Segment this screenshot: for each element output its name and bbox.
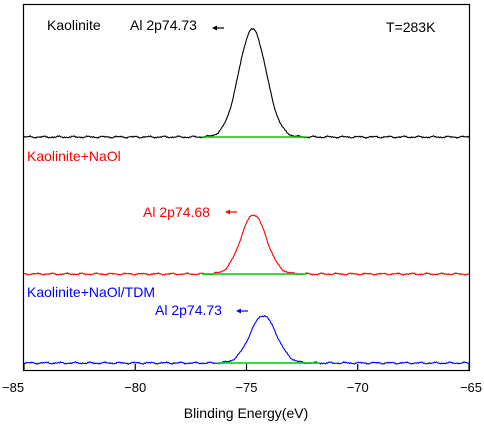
x-tick-label: −65 [460, 380, 482, 395]
x-tick-label: −80 [124, 380, 146, 395]
series-label-kaolinite-naol-tdm: Kaolinite+NaOl/TDM [27, 284, 155, 300]
series-label-kaolinite: Kaolinite [47, 17, 101, 33]
peak-arrow-kaolinite-naol [225, 209, 237, 215]
x-tick-label: −70 [347, 380, 369, 395]
x-tick-label: −85 [2, 380, 24, 395]
temperature-label: T=283K [386, 19, 436, 35]
series-line-kaolinite [23, 27, 470, 140]
series-line-kaolinite-naol-tdm [23, 314, 470, 366]
peak-label-kaolinite: Al 2p74.73 [130, 17, 197, 33]
series-line-kaolinite-naol [23, 214, 470, 277]
peak-label-kaolinite-naol-tdm: Al 2p74.73 [155, 302, 222, 318]
peak-label-kaolinite-naol: Al 2p74.68 [143, 204, 210, 220]
peak-arrow-kaolinite-naol-tdm [236, 308, 248, 314]
peak-arrow-kaolinite [212, 25, 224, 31]
x-axis: −85 −80 −75 −70 −65 [2, 364, 482, 395]
series-label-kaolinite-naol: Kaolinite+NaOl [27, 148, 121, 164]
x-tick-label: −75 [235, 380, 257, 395]
plot-frame [22, 3, 471, 372]
x-axis-label: Blinding Energy(eV) [184, 405, 309, 421]
series-layer [23, 25, 470, 366]
